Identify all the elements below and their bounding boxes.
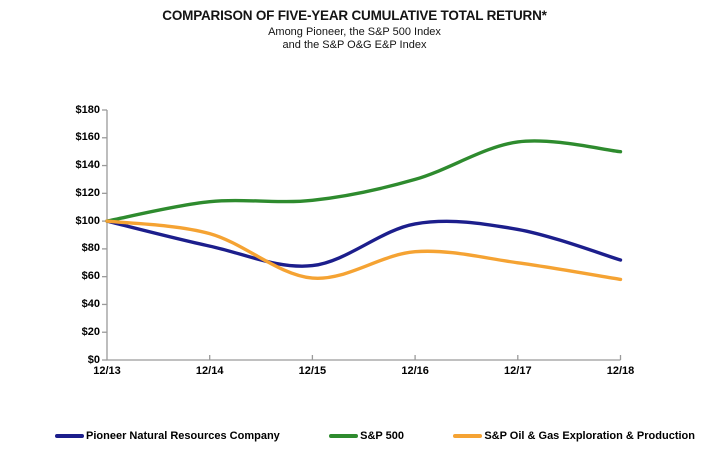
y-axis-tick-label: $100 — [75, 214, 100, 227]
y-axis-tick-label: $60 — [81, 270, 100, 283]
legend-label-sp500: S&P 500 — [360, 430, 404, 442]
series-line-sp-og-ep — [105, 219, 623, 282]
legend-swatch-sp-og-ep — [453, 434, 483, 438]
chart-subtitle-line2: and the S&P O&G E&P Index — [282, 39, 427, 51]
legend-swatch-pioneer — [55, 434, 84, 438]
y-axis-tick-label: $160 — [75, 131, 100, 144]
legend-item-pioneer: Pioneer Natural Resources Company — [55, 430, 280, 442]
x-axis-tick-label: 12/15 — [298, 365, 327, 377]
x-axis-tick-label: 12/16 — [401, 365, 429, 377]
legend-label-sp-og-ep: S&P Oil & Gas Exploration & Production — [484, 430, 695, 442]
y-axis-tick-label: $40 — [81, 297, 100, 310]
legend-swatch-sp500 — [329, 434, 359, 438]
y-axis-tick-label: $180 — [75, 103, 100, 116]
chart-subtitle-line1: Among Pioneer, the S&P 500 Index — [268, 26, 441, 38]
legend-item-sp-og-ep: S&P Oil & Gas Exploration & Production — [453, 430, 695, 442]
y-axis-tick-label: $20 — [81, 325, 100, 338]
y-axis-tick-label: $0 — [87, 353, 100, 366]
series-line-sp500 — [105, 139, 623, 223]
y-axis-tick-label: $120 — [75, 186, 100, 199]
legend-label-pioneer: Pioneer Natural Resources Company — [86, 430, 280, 442]
legend: Pioneer Natural Resources Company S&P 50… — [55, 427, 695, 445]
x-axis-tick-label: 12/18 — [606, 365, 635, 377]
x-axis-tick-label: 12/17 — [504, 365, 532, 377]
x-axis-tick-label: 12/14 — [195, 365, 224, 377]
legend-item-sp500: S&P 500 — [329, 430, 404, 442]
chart-title: COMPARISON OF FIVE-YEAR CUMULATIVE TOTAL… — [162, 8, 547, 23]
x-axis-tick-label: 12/13 — [93, 365, 121, 377]
y-axis-tick-label: $80 — [81, 242, 100, 255]
series-line-pioneer — [105, 219, 623, 268]
y-axis-tick-label: $140 — [75, 159, 100, 172]
